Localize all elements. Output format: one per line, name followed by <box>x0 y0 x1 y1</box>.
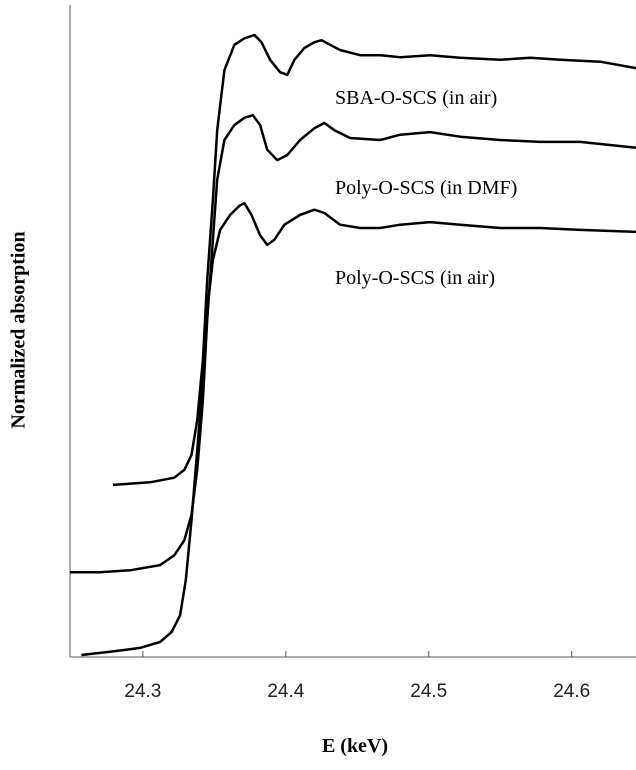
spectrum-line <box>81 201 636 657</box>
series-label: Poly-O-SCS (in DMF) <box>335 177 517 199</box>
x-axis-label: E (keV) <box>322 735 388 757</box>
spectrum-line <box>70 113 636 574</box>
x-tick-label: 24.4 <box>267 681 304 702</box>
series-label: Poly-O-SCS (in air) <box>335 267 495 289</box>
x-tick-label: 24.6 <box>553 681 590 702</box>
y-axis-label: Normalized absorption <box>8 231 30 428</box>
x-tick-label: 24.5 <box>410 681 447 702</box>
x-tick-label: 24.3 <box>124 681 161 702</box>
spectrum-line <box>112 33 636 487</box>
series-label: SBA-O-SCS (in air) <box>335 87 497 109</box>
